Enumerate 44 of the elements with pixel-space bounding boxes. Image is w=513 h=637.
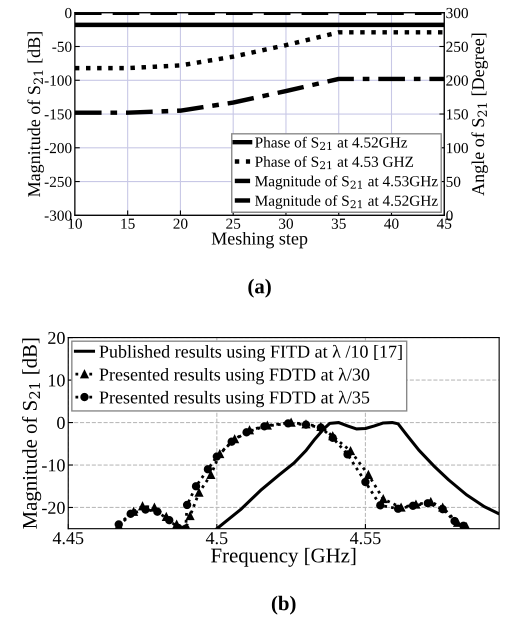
y-tick-label: -20 bbox=[42, 502, 65, 514]
x-tick-label: 30 bbox=[279, 218, 294, 229]
legend-label: Published results using FITD at λ /10 [17] bbox=[99, 344, 402, 362]
legend-label: Magnitude of S$_{21}$ at 4.53GHz bbox=[255, 175, 438, 190]
x-tick-label: 4.45 bbox=[52, 532, 84, 544]
y-axis-title: Magnitude of S$_{21}$ [dB] bbox=[22, 338, 42, 529]
y2-tick-label: 300 bbox=[446, 8, 468, 18]
y2-tick-label: 200 bbox=[446, 75, 468, 86]
x-tick-label: 25 bbox=[226, 218, 240, 229]
y-tick-label: -300 bbox=[44, 210, 72, 221]
y2-tick-label: 100 bbox=[446, 142, 468, 154]
legend-label: Magnitude of S$_{21}$ at 4.52GHz bbox=[255, 194, 438, 210]
y-tick-label: -50 bbox=[52, 42, 72, 52]
y-tick-label: 0 bbox=[65, 8, 72, 18]
y2-axis-title: Angle of S$_{21}$ [Degree] bbox=[471, 34, 488, 196]
x-tick-label: 10 bbox=[68, 218, 82, 229]
x-tick-label: 20 bbox=[173, 218, 188, 229]
y-tick-label: 20 bbox=[48, 332, 65, 344]
x-tick-label: 40 bbox=[384, 218, 399, 229]
y2-tick-label: 150 bbox=[446, 109, 468, 120]
y-tick-label: -10 bbox=[42, 459, 65, 472]
legend-label: Presented results using FDTD at λ/35 bbox=[99, 390, 370, 408]
y-tick-label: 0 bbox=[57, 416, 65, 429]
y-tick-label: -250 bbox=[44, 176, 72, 187]
y-axis-title: Magnitude of S$_{21}$ [dB] bbox=[27, 32, 44, 197]
y2-tick-label: 0 bbox=[446, 210, 453, 221]
x-tick-label: 4.5 bbox=[206, 532, 228, 544]
y-tick-label: -200 bbox=[44, 142, 72, 154]
text: (b) bbox=[272, 596, 296, 615]
x-axis-title: Meshing step bbox=[212, 232, 308, 248]
x-tick-label: 15 bbox=[121, 218, 135, 229]
x-tick-label: 4.55 bbox=[350, 532, 381, 544]
y2-tick-label: 50 bbox=[446, 176, 460, 187]
text: (a) bbox=[248, 278, 271, 298]
x-tick-label: 45 bbox=[436, 218, 452, 229]
y-tick-label: -100 bbox=[44, 75, 72, 86]
x-tick-label: 35 bbox=[332, 218, 346, 229]
y2-tick-label: 250 bbox=[446, 42, 468, 52]
legend-label: Phase of S$_{21}$ at 4.52GHz bbox=[255, 136, 408, 150]
x-axis-title: Frequency [GHz] bbox=[211, 548, 356, 567]
y-tick-label: 10 bbox=[48, 374, 65, 387]
legend-label: Presented results using FDTD at λ/30 bbox=[99, 368, 370, 384]
legend-label: Phase of S$_{21}$ at 4.53 GHZ bbox=[255, 156, 414, 170]
y-tick-label: -150 bbox=[44, 109, 72, 120]
